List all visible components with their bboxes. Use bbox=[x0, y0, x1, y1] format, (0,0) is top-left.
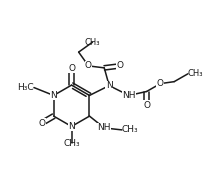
Text: N: N bbox=[68, 122, 75, 131]
Text: CH₃: CH₃ bbox=[122, 125, 139, 134]
Text: O: O bbox=[157, 79, 164, 88]
Text: CH₃: CH₃ bbox=[63, 139, 80, 148]
Text: O: O bbox=[85, 61, 92, 70]
Text: N: N bbox=[106, 81, 113, 90]
Text: N: N bbox=[50, 91, 57, 100]
Text: CH₃: CH₃ bbox=[188, 69, 204, 78]
Text: O: O bbox=[117, 61, 123, 70]
Text: H₃C: H₃C bbox=[17, 83, 34, 92]
Text: NH: NH bbox=[122, 91, 136, 100]
Text: NH: NH bbox=[97, 124, 111, 132]
Text: O: O bbox=[143, 101, 150, 110]
Text: O: O bbox=[38, 119, 45, 128]
Text: O: O bbox=[68, 64, 75, 73]
Text: CH₃: CH₃ bbox=[85, 38, 100, 47]
